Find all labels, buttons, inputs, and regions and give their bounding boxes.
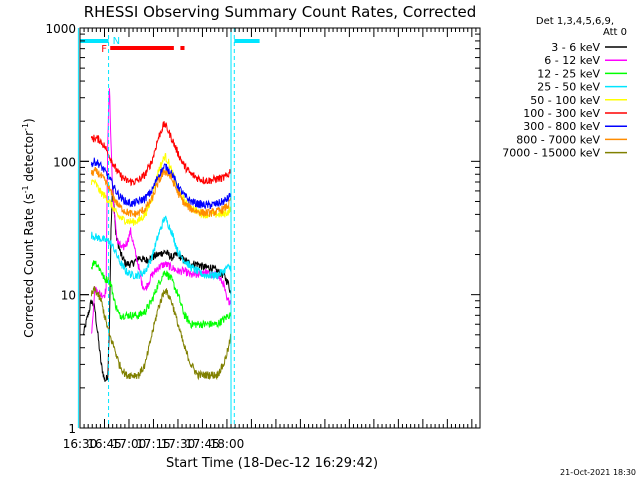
legend-entry-label: 25 - 50 keV bbox=[537, 81, 600, 94]
series-line-5 bbox=[90, 121, 232, 187]
legend-entry-label: 300 - 800 keV bbox=[523, 120, 600, 133]
legend-entry-label: 6 - 12 keV bbox=[544, 54, 600, 67]
flare-flag-label: F bbox=[101, 44, 107, 55]
x-tick-label: 17:45 bbox=[185, 437, 220, 451]
footer-date: 21-Oct-2021 18:30 bbox=[560, 468, 636, 477]
y-tick-label: 1 bbox=[68, 422, 76, 436]
y-axis-label-superscript-2: -1 bbox=[21, 123, 30, 131]
legend-header-line-2: Att 0 bbox=[603, 27, 627, 38]
y-axis-label-part-1: Corrected Count Rate (s bbox=[22, 193, 36, 337]
series-line-0 bbox=[82, 185, 232, 382]
y-axis: 1 10 100 1000 bbox=[45, 22, 480, 436]
night-flag-label: N bbox=[113, 36, 120, 47]
y-tick-label: 1000 bbox=[45, 22, 76, 36]
x-tick-label: 17:15 bbox=[136, 437, 171, 451]
series-line-7 bbox=[90, 167, 232, 218]
legend-entry-label: 7000 - 15000 keV bbox=[502, 147, 600, 160]
x-tick-label: 18:00 bbox=[210, 437, 245, 451]
x-tick-label: 17:30 bbox=[161, 437, 196, 451]
plot-frame bbox=[79, 27, 481, 429]
y-tick-label: 10 bbox=[61, 289, 76, 303]
series-line-6 bbox=[90, 157, 232, 209]
x-axis-label: Start Time (18-Dec-12 16:29:42) bbox=[166, 456, 378, 471]
chart-title: RHESSI Observing Summary Count Rates, Co… bbox=[84, 3, 477, 21]
series-layer bbox=[82, 88, 232, 382]
series-line-1 bbox=[90, 88, 232, 334]
legend-entry-label: 50 - 100 keV bbox=[530, 94, 600, 107]
series-line-8 bbox=[90, 286, 232, 381]
x-tick-label: 16:30 bbox=[63, 437, 98, 451]
x-tick-label: 17:00 bbox=[112, 437, 147, 451]
legend-entry-label: 800 - 7000 keV bbox=[516, 133, 600, 146]
y-axis-label-part-2: detector bbox=[22, 131, 36, 186]
legend-header-line-1: Det 1,3,4,5,6,9, bbox=[536, 16, 614, 27]
y-axis-label-superscript-1: -1 bbox=[21, 185, 30, 193]
y-axis-label-part-3: ) bbox=[22, 118, 36, 123]
x-tick-label: 16:45 bbox=[87, 437, 122, 451]
series-line-3 bbox=[90, 215, 232, 281]
legend-entry-label: 100 - 300 keV bbox=[523, 107, 600, 120]
legend-entry-label: 3 - 6 keV bbox=[551, 41, 600, 54]
series-line-2 bbox=[90, 260, 232, 330]
legend-entry-label: 12 - 25 keV bbox=[537, 67, 600, 80]
y-axis-label: Corrected Count Rate (s-1 detector-1) bbox=[21, 118, 36, 337]
y-tick-label: 100 bbox=[53, 155, 76, 169]
